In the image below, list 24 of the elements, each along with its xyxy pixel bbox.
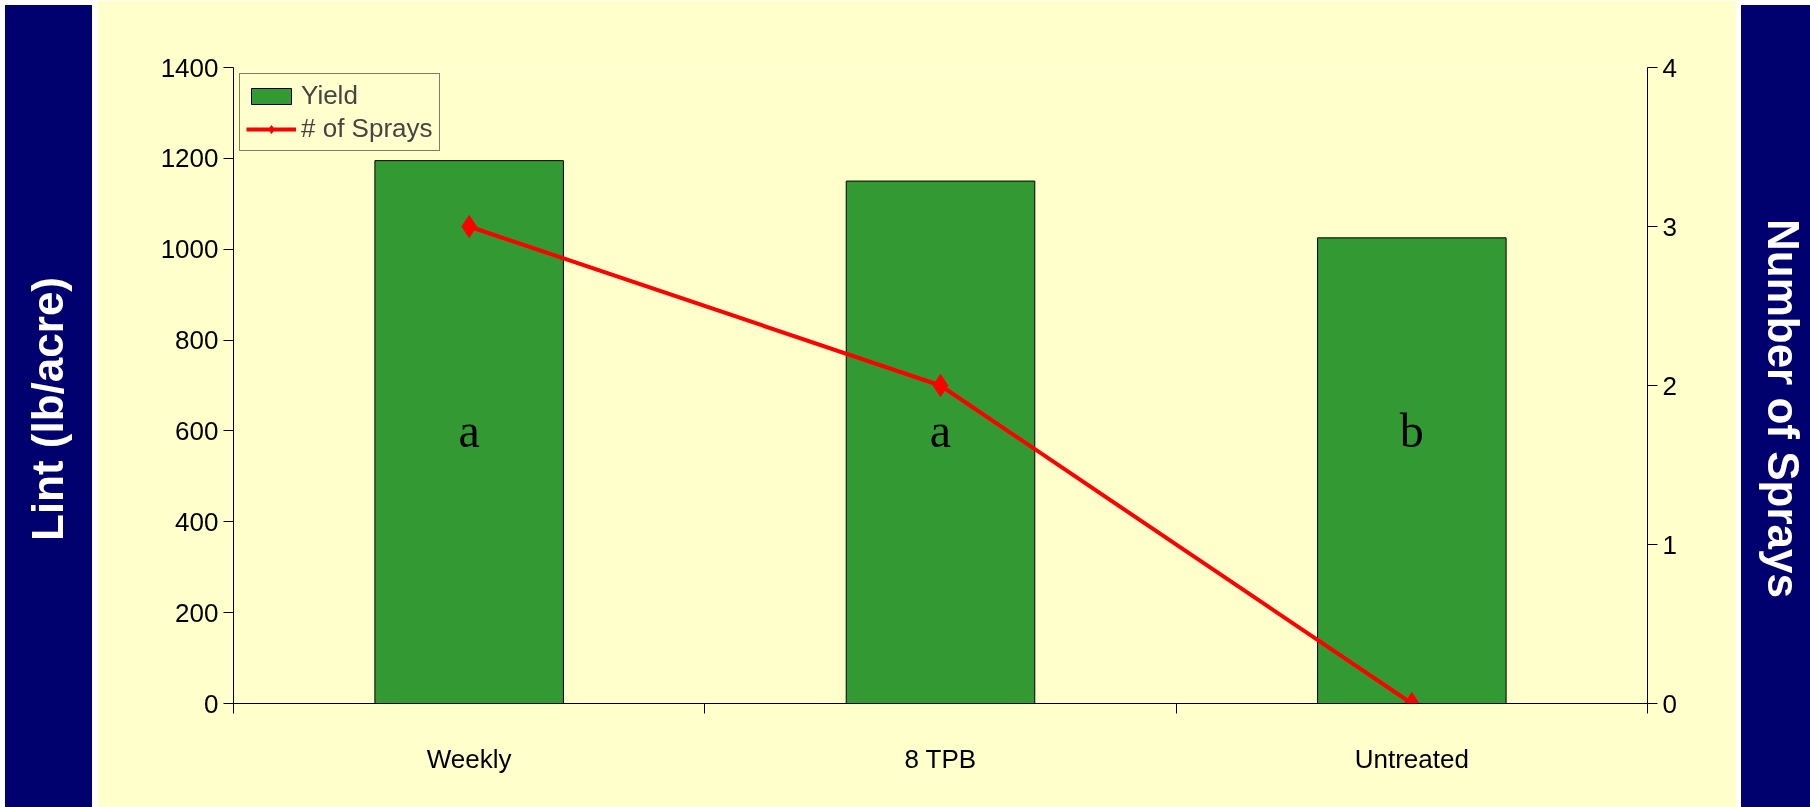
y-tick-label: 800 — [175, 325, 219, 356]
x-tick-label: Untreated — [1354, 743, 1469, 774]
y-tick-label: 1400 — [160, 52, 219, 83]
y-tick-label: 400 — [175, 506, 219, 537]
y-tick-label: 1200 — [160, 143, 219, 174]
y-tick-label: 1000 — [160, 234, 219, 265]
y2-axis-title: Number of Sprays — [1758, 219, 1810, 598]
x-tick-label: 8 TPB — [904, 743, 977, 774]
y2-tick-label: 2 — [1662, 370, 1677, 401]
y-tick-label: 0 — [204, 688, 219, 719]
y-tick-label: 600 — [175, 415, 219, 446]
y2-tick-label: 3 — [1662, 211, 1677, 242]
y2-tick-label: 4 — [1662, 52, 1677, 83]
legend-label: # of Sprays — [301, 113, 433, 144]
annotation: a — [458, 403, 480, 457]
annotation: b — [1399, 403, 1424, 457]
y-axis-title: Lint (lb/acre) — [22, 276, 74, 541]
annotation: a — [929, 403, 952, 457]
y2-tick-label: 0 — [1662, 688, 1677, 719]
y2-tick-label: 1 — [1662, 529, 1677, 560]
point — [932, 374, 949, 397]
legend-label: Yield — [301, 80, 358, 111]
x-tick-label: Weekly — [426, 743, 512, 774]
y-tick-label: 200 — [175, 597, 219, 628]
